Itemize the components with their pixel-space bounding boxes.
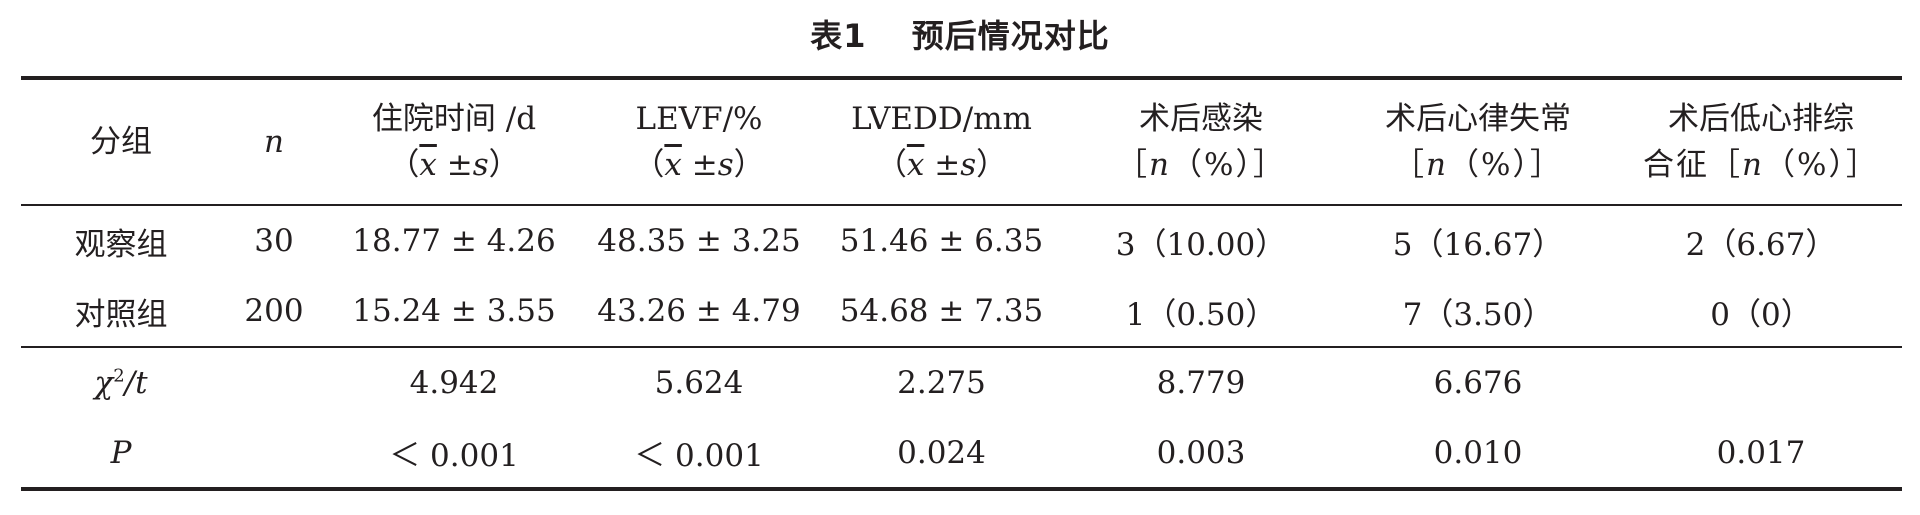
cell-levf: 43.26 ± 4.79 bbox=[597, 293, 801, 329]
cell-n: 30 bbox=[254, 223, 294, 259]
cell-lvedd: 54.68 ± 7.35 bbox=[839, 293, 1044, 329]
header-low-output-line2: 合征［n（%）］ bbox=[1643, 147, 1879, 183]
cell-arrhythmia: 6.676 bbox=[1336, 346, 1620, 418]
stats-body: χ2/t 4.942 5.624 2.275 8.779 6.676 P ＜ 0… bbox=[21, 346, 1902, 491]
table-row-chi-square: χ2/t 4.942 5.624 2.275 8.779 6.676 bbox=[21, 346, 1902, 418]
header-levf-line2: （x ±s） bbox=[633, 147, 765, 183]
cell-low-output: 0.017 bbox=[1620, 418, 1902, 491]
header-low-output-line1: 术后低心排综 bbox=[1668, 101, 1854, 137]
cell-lvedd: 0.024 bbox=[817, 418, 1066, 491]
cell-lvedd: 51.46 ± 6.35 bbox=[839, 223, 1044, 259]
header-arrhythmia-line1: 术后心律失常 bbox=[1385, 101, 1571, 137]
cell-n-empty bbox=[221, 346, 327, 418]
header-row: 分组 n 住院时间 /d （x ±s） LEVF/% （x ±s） LVEDD/… bbox=[21, 76, 1902, 206]
header-low-output: 术后低心排综 合征［n（%）］ bbox=[1620, 76, 1902, 206]
header-hospital-stay: 住院时间 /d （x ±s） bbox=[327, 76, 581, 206]
header-arrhythmia-line2: ［n（%）］ bbox=[1393, 147, 1563, 183]
cell-hospital-stay: 4.942 bbox=[327, 346, 581, 418]
header-lvedd-line1: LVEDD/mm bbox=[851, 101, 1032, 137]
cell-hospital-stay: 15.24 ± 3.55 bbox=[352, 293, 556, 329]
stat-label: P bbox=[21, 418, 221, 491]
header-levf-line1: LEVF/% bbox=[635, 101, 763, 137]
cell-levf: 48.35 ± 3.25 bbox=[597, 223, 801, 259]
cell-levf: 5.624 bbox=[581, 346, 817, 418]
cell-arrhythmia: 0.010 bbox=[1336, 418, 1620, 491]
table-header: 分组 n 住院时间 /d （x ±s） LEVF/% （x ±s） LVEDD/… bbox=[21, 76, 1902, 206]
header-group: 分组 bbox=[21, 76, 221, 206]
cell-arrhythmia: 5（16.67） bbox=[1392, 226, 1564, 263]
cell-infection: 0.003 bbox=[1066, 418, 1336, 491]
header-hospital-stay-line1: 住院时间 /d bbox=[371, 101, 537, 137]
header-infection: 术后感染 ［n（%）］ bbox=[1066, 76, 1336, 206]
comparison-table-wrapper: 分组 n 住院时间 /d （x ±s） LEVF/% （x ±s） LVEDD/… bbox=[21, 76, 1902, 491]
header-lvedd: LVEDD/mm （x ±s） bbox=[817, 76, 1066, 206]
header-group-label: 分组 bbox=[90, 124, 152, 160]
header-hospital-stay-line2: （x ±s） bbox=[388, 147, 520, 183]
stat-label: χ2/t bbox=[21, 346, 221, 418]
cell-hospital-stay: 18.77 ± 4.26 bbox=[352, 223, 556, 259]
cell-low-output bbox=[1620, 346, 1902, 418]
header-infection-line1: 术后感染 bbox=[1139, 101, 1263, 137]
cell-infection: 1（0.50） bbox=[1125, 296, 1277, 333]
header-levf: LEVF/% （x ±s） bbox=[581, 76, 817, 206]
table-row-p-value: P ＜ 0.001 ＜ 0.001 0.024 0.003 0.010 0.01… bbox=[21, 418, 1902, 491]
cell-n: 200 bbox=[244, 293, 304, 329]
cell-group: 对照组 bbox=[74, 296, 168, 333]
header-n-label: n bbox=[264, 124, 284, 160]
cell-lvedd: 2.275 bbox=[817, 346, 1066, 418]
header-lvedd-line2: （x ±s） bbox=[875, 147, 1008, 183]
table-title: 表1 预后情况对比 bbox=[810, 17, 1110, 55]
cell-group: 观察组 bbox=[74, 226, 168, 263]
cell-n-empty bbox=[221, 418, 327, 491]
cell-infection: 8.779 bbox=[1066, 346, 1336, 418]
header-n: n bbox=[221, 76, 327, 206]
cell-levf: ＜ 0.001 bbox=[581, 418, 817, 491]
cell-arrhythmia: 7（3.50） bbox=[1402, 296, 1554, 333]
header-arrhythmia: 术后心律失常 ［n（%）］ bbox=[1336, 76, 1620, 206]
cell-low-output: 0（0） bbox=[1710, 296, 1812, 333]
header-infection-line2: ［n（%）］ bbox=[1116, 147, 1286, 183]
prognosis-comparison-table: 分组 n 住院时间 /d （x ±s） LEVF/% （x ±s） LVEDD/… bbox=[21, 76, 1902, 491]
cell-low-output: 2（6.67） bbox=[1685, 226, 1837, 263]
cell-hospital-stay: ＜ 0.001 bbox=[327, 418, 581, 491]
data-body: 观察组 30 18.77 ± 4.26 48.35 ± 3.25 51.46 ±… bbox=[21, 205, 1902, 347]
cell-infection: 3（10.00） bbox=[1115, 226, 1287, 263]
table-row-observation: 观察组 30 18.77 ± 4.26 48.35 ± 3.25 51.46 ±… bbox=[21, 205, 1902, 276]
table-row-control: 对照组 200 15.24 ± 3.55 43.26 ± 4.79 54.68 … bbox=[21, 276, 1902, 347]
